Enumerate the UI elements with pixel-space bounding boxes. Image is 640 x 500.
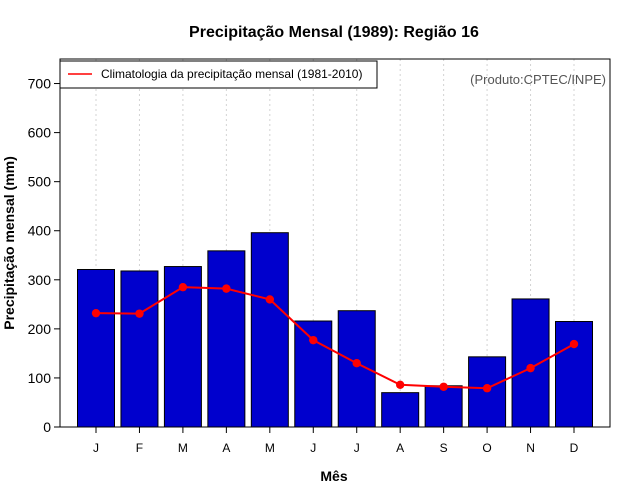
x-tick-label-2: F xyxy=(136,441,143,455)
bar-month-3 xyxy=(163,266,202,428)
x-tick-label-11: N xyxy=(526,441,535,455)
source-annotation: (Produto:CPTEC/INPE) xyxy=(470,72,606,87)
climatology-point-2 xyxy=(135,309,144,318)
bar-month-8 xyxy=(381,392,420,428)
climatology-point-9 xyxy=(439,382,448,391)
x-tick-label-4: A xyxy=(222,441,230,455)
y-tick-label-400: 400 xyxy=(28,223,52,239)
y-tick-label-300: 300 xyxy=(28,272,52,288)
bars xyxy=(77,232,593,428)
x-axis-label: Mês xyxy=(320,468,347,484)
climatology-point-3 xyxy=(178,282,188,292)
legend-box xyxy=(59,60,378,89)
climatology-point-8 xyxy=(395,380,405,390)
x-tick-label-6: J xyxy=(310,441,316,455)
x-tick-label-10: O xyxy=(482,441,491,455)
x-tick-label-9: S xyxy=(440,441,448,455)
climatology-line xyxy=(95,286,575,390)
climatology-point-4 xyxy=(222,284,231,293)
y-tick-label-500: 500 xyxy=(28,174,52,190)
legend: Climatologia da precipitação mensal (198… xyxy=(59,60,378,89)
bar-month-11 xyxy=(511,298,550,428)
chart-title: Precipitação Mensal (1989): Região 16 xyxy=(189,24,479,41)
x-tick-label-12: D xyxy=(570,441,579,455)
bar-month-4 xyxy=(207,250,246,428)
climatology-point-11 xyxy=(526,363,535,373)
legend-label: Climatologia da precipitação mensal (198… xyxy=(101,67,362,81)
bar-month-12 xyxy=(555,321,593,428)
x-tick-label-7: J xyxy=(354,441,360,455)
y-tick-label-200: 200 xyxy=(28,321,52,337)
bar-month-1 xyxy=(77,268,115,428)
y-axis: 0 100 200 300 400 500 600 700 xyxy=(28,76,60,435)
y-tick-label-600: 600 xyxy=(28,125,52,141)
x-tick-label-5: M xyxy=(265,441,275,455)
climatology-point-7 xyxy=(352,359,361,368)
x-tick-label-1: J xyxy=(93,441,99,455)
climatology-point-6 xyxy=(309,335,318,345)
climatology-point-5 xyxy=(265,295,275,304)
bar-month-9 xyxy=(424,385,463,428)
climatology-point-1 xyxy=(91,308,101,318)
climatology-series xyxy=(91,282,579,393)
x-tick-label-3: M xyxy=(178,441,188,455)
y-tick-label-700: 700 xyxy=(28,76,52,92)
y-axis-label: Precipitação mensal (mm) xyxy=(1,156,17,330)
y-tick-label-100: 100 xyxy=(28,370,52,386)
bar-month-5 xyxy=(250,232,289,428)
plot-frame xyxy=(59,58,611,428)
climatology-point-10 xyxy=(482,384,492,393)
x-tick-label-8: A xyxy=(396,441,404,455)
climatology-point-12 xyxy=(569,339,579,349)
y-tick-label-0: 0 xyxy=(43,419,51,435)
bar-month-10 xyxy=(468,356,507,428)
bar-month-2 xyxy=(120,270,159,428)
